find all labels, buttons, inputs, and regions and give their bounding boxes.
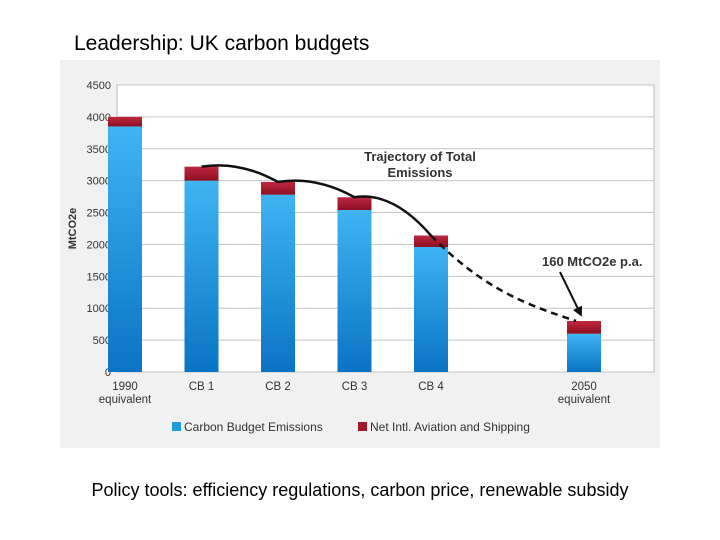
trajectory-label: Emissions	[387, 165, 452, 180]
x-tick-label: CB 2	[265, 381, 291, 393]
legend-entry: Net Intl. Aviation and Shipping	[370, 420, 530, 434]
x-tick-label: 1990	[112, 381, 138, 393]
bar-carbon-budget	[184, 180, 219, 372]
y-tick-label: 500	[93, 335, 111, 347]
legend-swatch	[172, 422, 181, 431]
bar-carbon-budget	[337, 210, 372, 372]
bar-carbon-budget	[567, 333, 601, 372]
y-tick-label: 3000	[87, 176, 111, 188]
y-tick-label: 4500	[87, 80, 111, 92]
bar-carbon-budget	[414, 246, 448, 372]
bar-aviation-shipping	[108, 116, 142, 127]
x-tick-label: CB 3	[342, 381, 368, 393]
x-tick-label: equivalent	[558, 394, 611, 406]
x-tick-label: CB 4	[418, 381, 444, 393]
y-tick-label: 1000	[87, 303, 111, 315]
callout-label: 160 MtCO2e p.a.	[542, 254, 642, 269]
slide-caption: Policy tools: efficiency regulations, ca…	[91, 480, 629, 500]
callout-arrow	[559, 271, 582, 317]
bar-carbon-budget	[261, 194, 295, 372]
x-tick-label: equivalent	[99, 394, 152, 406]
bar-carbon-budget	[108, 126, 142, 372]
bar-aviation-shipping	[414, 235, 448, 247]
y-tick-label: 2000	[87, 239, 111, 251]
chart-panel: 0 500 1000 1500 2000 2500 3000 3500 4000 4500 MtCO…	[60, 60, 660, 448]
y-tick-label: 0	[105, 367, 111, 379]
bar-aviation-shipping	[261, 181, 295, 195]
trajectory-label: Trajectory of Total	[364, 149, 476, 164]
emissions-chart: 0 500 1000 1500 2000 2500 3000 3500 4000 4500 MtCO…	[67, 80, 655, 434]
x-tick-label: 2050	[571, 381, 597, 393]
y-tick-label: 1500	[87, 271, 111, 283]
y-tick-label: 4000	[87, 112, 111, 124]
x-tick-label: CB 1	[189, 381, 215, 393]
bar-aviation-shipping	[184, 166, 219, 181]
slide-title: Leadership: UK carbon budgets	[74, 32, 370, 55]
y-tick-label: 3500	[87, 144, 111, 156]
trajectory-line-solid	[201, 164, 432, 237]
trajectory-line-dashed	[430, 234, 577, 323]
legend-swatch	[358, 422, 367, 431]
y-tick-label: 2500	[87, 208, 111, 220]
legend-entry: Carbon Budget Emissions	[184, 420, 323, 434]
y-axis-label: MtCO2e	[67, 208, 79, 250]
bar-aviation-shipping	[567, 320, 601, 334]
bar-aviation-shipping	[337, 197, 372, 211]
